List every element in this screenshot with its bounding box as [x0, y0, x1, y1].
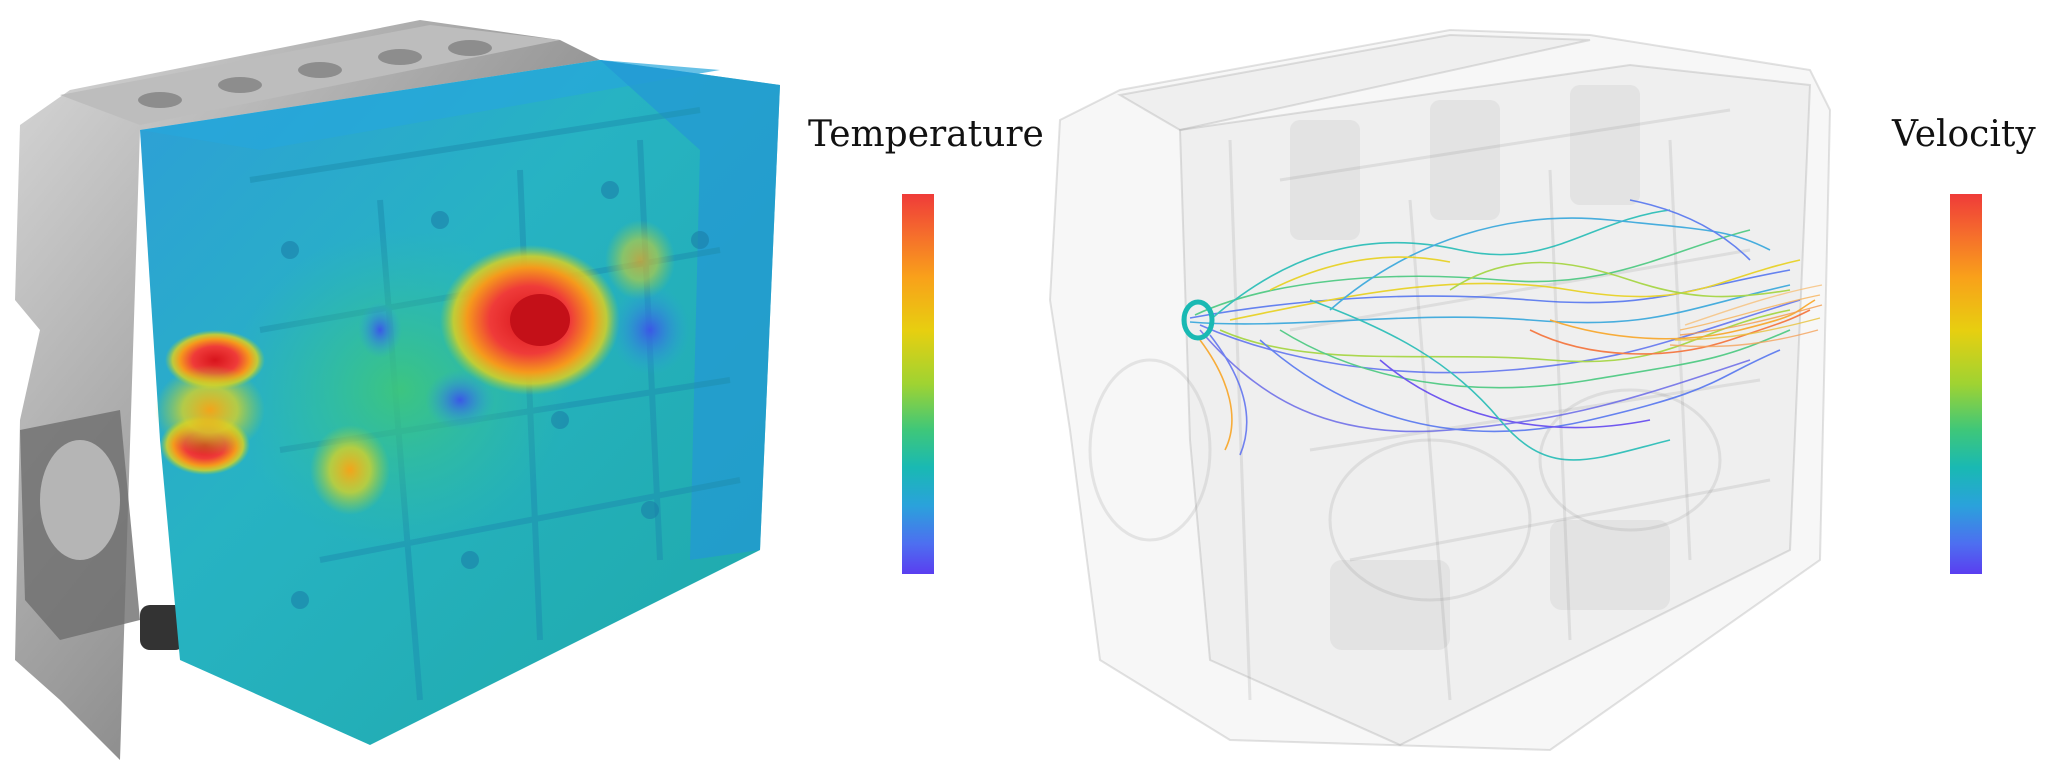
- velocity-panel: Velocity: [1030, 0, 2048, 762]
- inlet-opening: [1181, 299, 1215, 341]
- temperature-panel: Temperature: [0, 0, 1044, 762]
- temperature-legend-title: Temperature: [808, 114, 1044, 155]
- velocity-legend-title: Velocity: [1892, 114, 2036, 155]
- engine-block-velocity-render: [1048, 28, 1832, 752]
- engine-block-temperature-render: [15, 20, 780, 760]
- streamlines: [1189, 199, 1816, 461]
- temperature-colorbar: [902, 194, 934, 574]
- velocity-colorbar: [1950, 194, 1982, 574]
